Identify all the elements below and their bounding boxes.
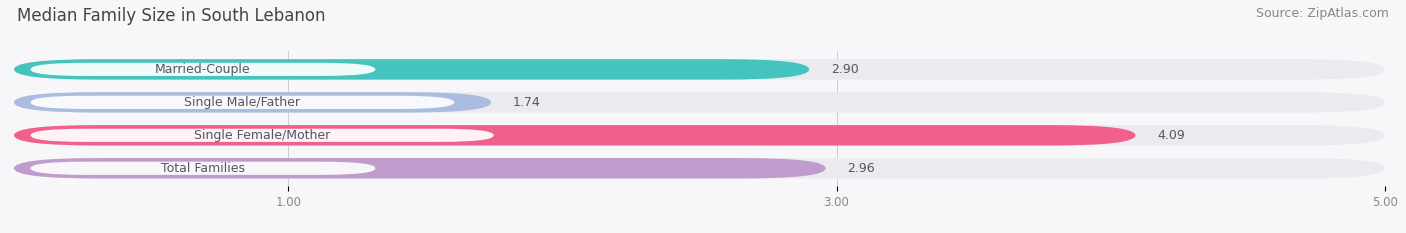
- FancyBboxPatch shape: [14, 59, 810, 80]
- FancyBboxPatch shape: [14, 92, 1385, 113]
- Text: Single Female/Mother: Single Female/Mother: [194, 129, 330, 142]
- FancyBboxPatch shape: [14, 158, 1385, 178]
- FancyBboxPatch shape: [14, 59, 1385, 80]
- FancyBboxPatch shape: [31, 96, 454, 109]
- Text: Married-Couple: Married-Couple: [155, 63, 250, 76]
- FancyBboxPatch shape: [31, 129, 494, 142]
- FancyBboxPatch shape: [31, 162, 375, 175]
- Text: Median Family Size in South Lebanon: Median Family Size in South Lebanon: [17, 7, 325, 25]
- Text: 4.09: 4.09: [1157, 129, 1185, 142]
- Text: Single Male/Father: Single Male/Father: [184, 96, 301, 109]
- Text: 2.96: 2.96: [848, 162, 875, 175]
- Text: Source: ZipAtlas.com: Source: ZipAtlas.com: [1256, 7, 1389, 20]
- FancyBboxPatch shape: [31, 63, 375, 76]
- FancyBboxPatch shape: [14, 158, 825, 178]
- Text: 2.90: 2.90: [831, 63, 859, 76]
- FancyBboxPatch shape: [14, 125, 1385, 146]
- Text: 1.74: 1.74: [513, 96, 541, 109]
- Text: Total Families: Total Families: [160, 162, 245, 175]
- FancyBboxPatch shape: [14, 92, 491, 113]
- FancyBboxPatch shape: [14, 125, 1136, 146]
